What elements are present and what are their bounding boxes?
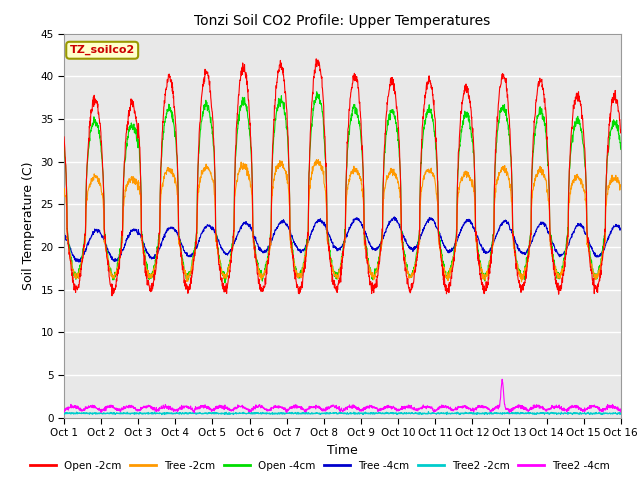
Open -4cm xyxy=(221,280,228,286)
Tree2 -4cm xyxy=(371,405,379,410)
Tree -4cm xyxy=(584,236,591,241)
Tree2 -2cm xyxy=(158,412,166,418)
Open -4cm xyxy=(313,89,321,95)
Tree -2cm xyxy=(314,156,322,162)
Line: Tree -4cm: Tree -4cm xyxy=(64,217,621,262)
Open -4cm xyxy=(617,146,625,152)
Tree2 -4cm xyxy=(190,410,198,416)
Tree2 -2cm xyxy=(568,411,576,417)
Open -4cm xyxy=(505,122,513,128)
Open -2cm xyxy=(108,293,116,299)
Tree -4cm xyxy=(568,231,576,237)
Tree -4cm xyxy=(60,230,68,236)
Tree -4cm xyxy=(216,241,223,247)
Open -4cm xyxy=(568,136,576,142)
Tree2 -4cm xyxy=(359,407,367,413)
Tree -2cm xyxy=(584,241,591,247)
Tree2 -2cm xyxy=(359,410,367,416)
Tree2 -2cm xyxy=(371,410,379,416)
Open -2cm xyxy=(216,267,223,273)
Tree2 -2cm xyxy=(424,409,432,415)
Tree2 -2cm xyxy=(60,411,68,417)
Y-axis label: Soil Temperature (C): Soil Temperature (C) xyxy=(22,161,35,290)
Tree -4cm xyxy=(359,224,367,230)
Open -2cm xyxy=(312,56,320,62)
Text: TZ_soilco2: TZ_soilco2 xyxy=(70,45,135,55)
Open -2cm xyxy=(505,110,513,116)
Tree -2cm xyxy=(617,182,625,188)
Tree -2cm xyxy=(504,175,512,181)
Tree -4cm xyxy=(617,226,625,232)
Tree -2cm xyxy=(216,259,223,265)
Tree2 -4cm xyxy=(499,376,506,382)
Tree -2cm xyxy=(518,279,525,285)
Tree -2cm xyxy=(371,272,379,278)
Line: Open -2cm: Open -2cm xyxy=(64,59,621,296)
Tree -4cm xyxy=(371,247,379,252)
Open -4cm xyxy=(60,142,68,148)
Tree2 -4cm xyxy=(617,409,625,415)
Tree2 -4cm xyxy=(60,407,68,413)
Tree2 -2cm xyxy=(505,410,513,416)
Tree2 -2cm xyxy=(216,410,223,416)
Tree2 -2cm xyxy=(584,410,591,416)
Line: Tree2 -2cm: Tree2 -2cm xyxy=(64,412,621,415)
Line: Tree -2cm: Tree -2cm xyxy=(64,159,621,282)
Open -2cm xyxy=(60,134,68,140)
Tree2 -4cm xyxy=(584,406,591,412)
Tree -4cm xyxy=(75,259,83,265)
Open -4cm xyxy=(371,266,379,272)
Tree2 -4cm xyxy=(568,402,576,408)
Title: Tonzi Soil CO2 Profile: Upper Temperatures: Tonzi Soil CO2 Profile: Upper Temperatur… xyxy=(195,14,490,28)
Tree2 -4cm xyxy=(505,408,513,414)
Tree2 -2cm xyxy=(617,411,625,417)
Open -2cm xyxy=(371,281,379,287)
Open -4cm xyxy=(584,234,591,240)
Tree -4cm xyxy=(390,214,398,220)
Open -4cm xyxy=(359,164,367,170)
Open -2cm xyxy=(617,127,625,133)
Tree -4cm xyxy=(505,221,513,227)
Line: Open -4cm: Open -4cm xyxy=(64,92,621,283)
Open -4cm xyxy=(216,253,223,259)
Legend: Open -2cm, Tree -2cm, Open -4cm, Tree -4cm, Tree2 -2cm, Tree2 -4cm: Open -2cm, Tree -2cm, Open -4cm, Tree -4… xyxy=(26,456,614,475)
X-axis label: Time: Time xyxy=(327,444,358,456)
Tree -2cm xyxy=(568,182,576,188)
Tree -2cm xyxy=(60,187,68,193)
Open -2cm xyxy=(584,236,591,242)
Open -2cm xyxy=(568,126,576,132)
Open -2cm xyxy=(359,162,367,168)
Line: Tree2 -4cm: Tree2 -4cm xyxy=(64,379,621,413)
Tree -2cm xyxy=(359,193,367,199)
Tree2 -4cm xyxy=(216,403,223,409)
